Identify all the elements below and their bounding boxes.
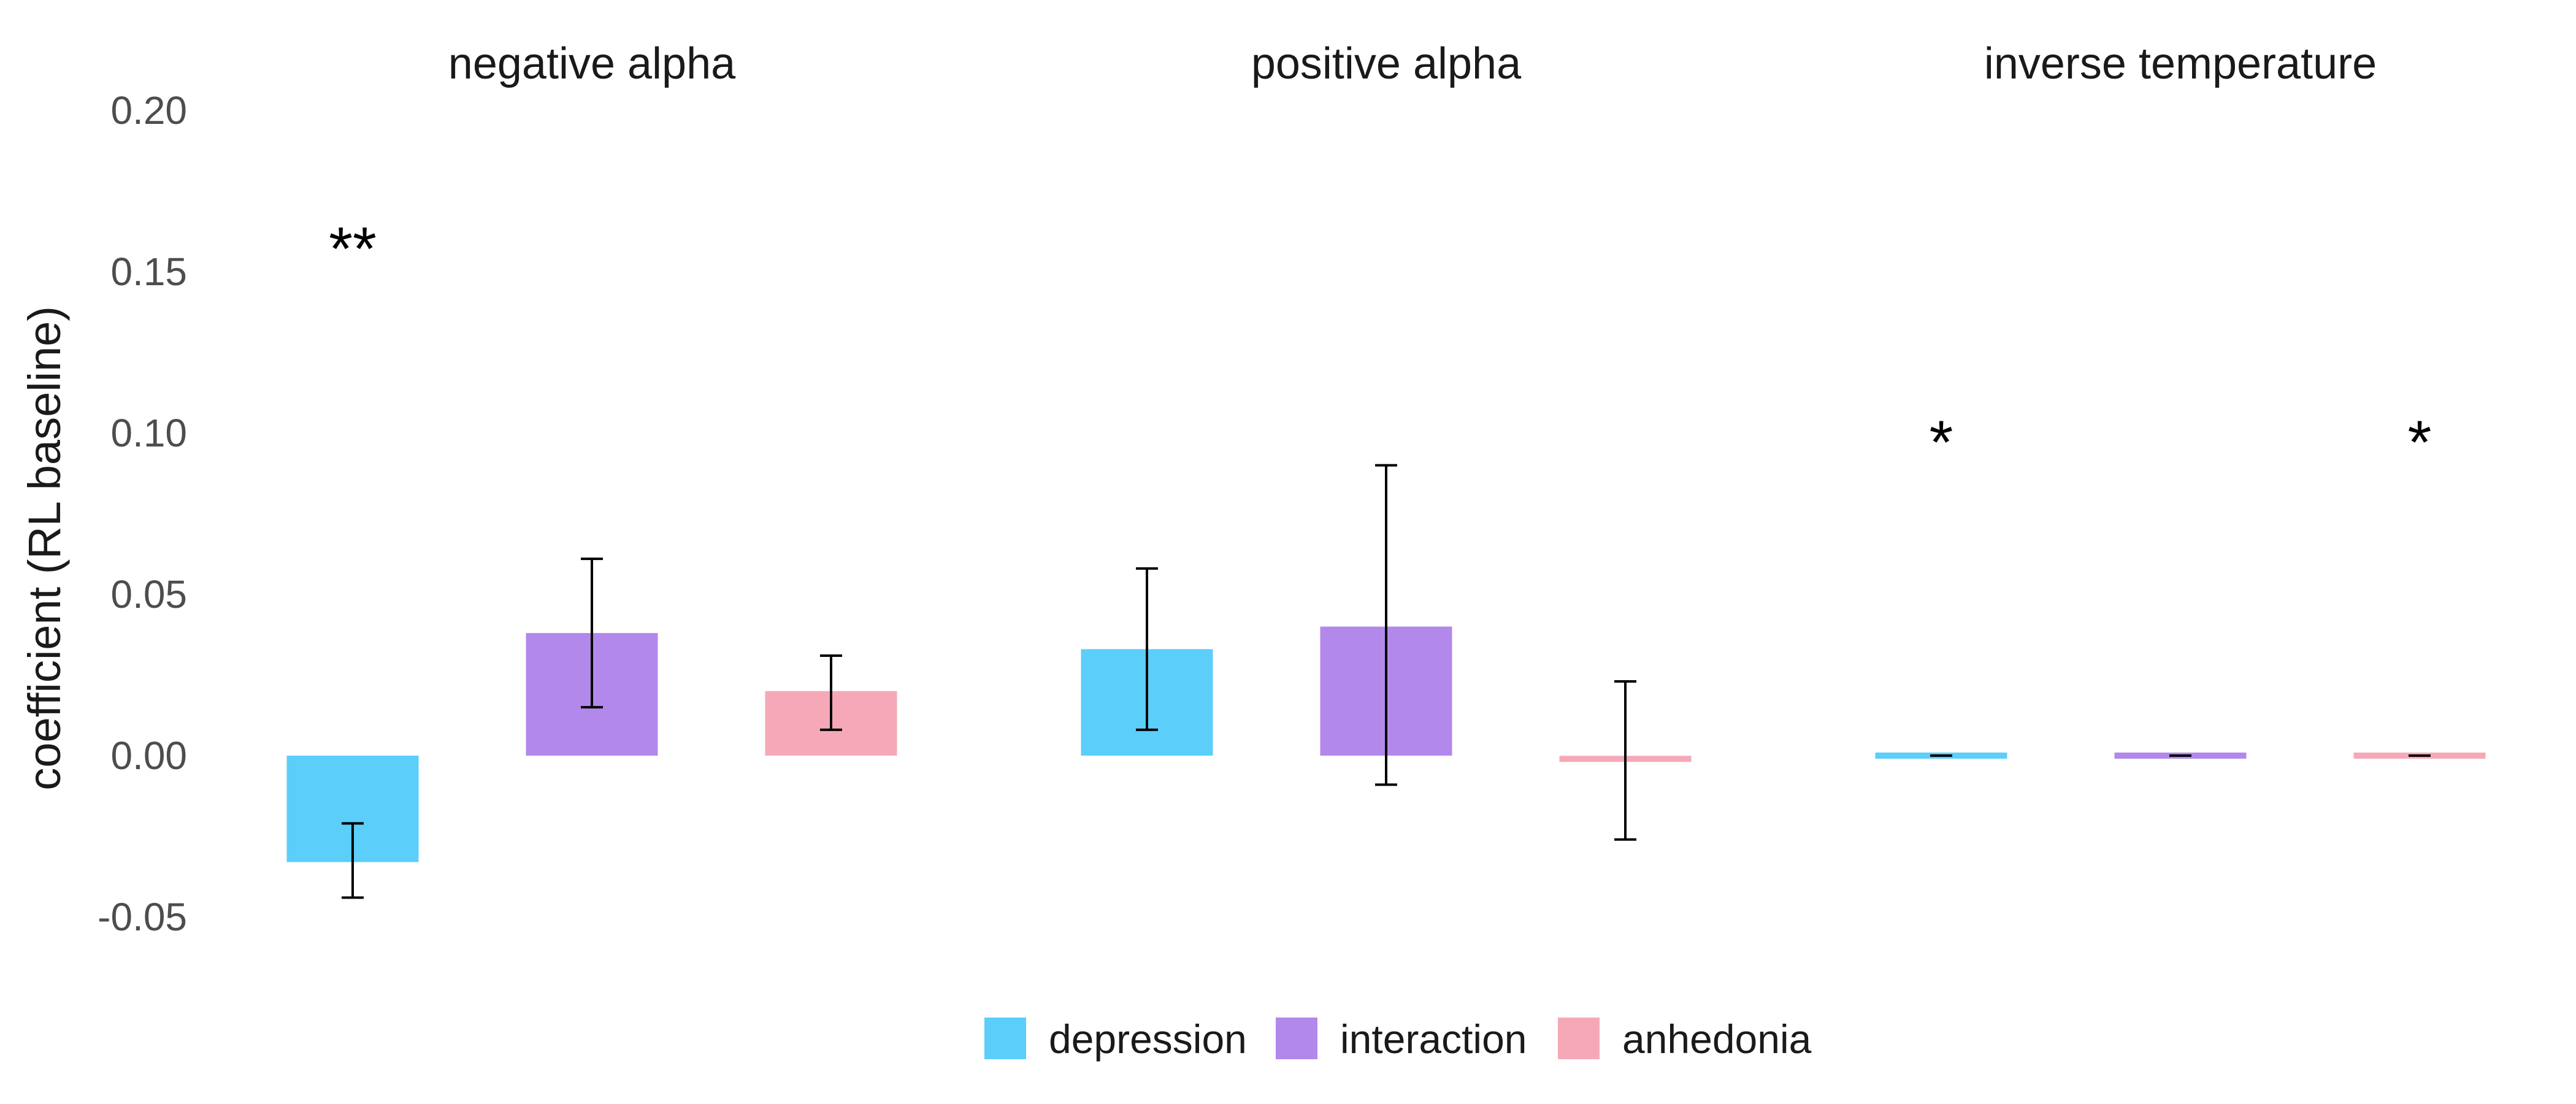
legend-label: interaction [1340,1016,1527,1062]
legend-label: depression [1049,1016,1247,1062]
legend-item: depression [984,1016,1247,1062]
legend: depression interaction anhedonia [984,1016,1812,1062]
legend-item: anhedonia [1558,1016,1812,1062]
panel-title: inverse temperature [1984,39,2377,88]
legend-swatch [1276,1018,1317,1059]
panels: negative alpha**positive alpha inverse te… [286,39,2486,899]
y-axis: -0.05 0.00 0.05 0.10 0.15 0.20 [98,88,187,939]
legend-swatch [984,1018,1026,1059]
y-tick-label: -0.05 [98,895,187,939]
y-tick-label: 0.10 [110,411,187,455]
y-tick-label: 0.20 [110,88,187,132]
panel: positive alpha [1081,39,1692,841]
y-tick-label: 0.15 [110,250,187,294]
legend-swatch [1558,1018,1600,1059]
panel-title: negative alpha [448,39,736,88]
legend-label: anhedonia [1622,1016,1812,1062]
legend-item: interaction [1276,1016,1527,1062]
y-axis-title: coefficient (RL baseline) [19,306,70,791]
significance-marker: * [1930,408,1953,477]
significance-marker: ** [329,215,377,283]
panel-title: positive alpha [1251,39,1522,88]
y-tick-label: 0.00 [110,734,187,778]
y-tick-label: 0.05 [110,572,187,616]
panel: negative alpha ** [286,39,897,899]
panel: inverse temperature * * [1875,39,2486,759]
significance-marker: * [2408,408,2432,477]
